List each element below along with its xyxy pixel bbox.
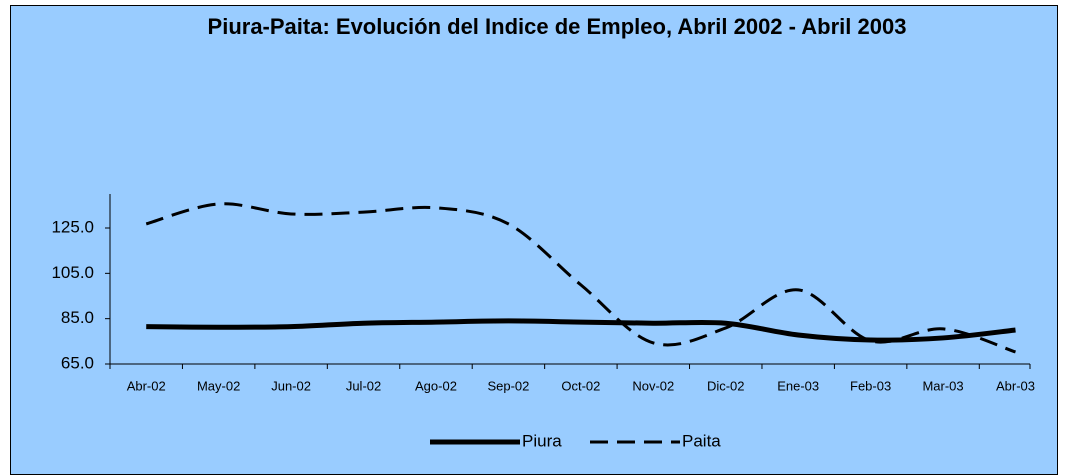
series-line (146, 318, 1016, 343)
x-tick-label: Feb-03 (850, 378, 891, 393)
x-tick-label: Abr-03 (996, 378, 1035, 393)
x-tick-label: Mar-03 (922, 378, 963, 393)
chart-area (10, 5, 1058, 475)
page: {"chart_data": {"type": "line", "title":… (10, 5, 1058, 475)
series-line (145, 202, 1016, 354)
x-tick-label: May-02 (197, 378, 240, 393)
x-tick-label: Abr-02 (127, 378, 166, 393)
x-tick-label: Oct-02 (561, 378, 600, 393)
y-tick-label: 105.0 (51, 263, 94, 282)
x-tick-label: Ago-02 (415, 378, 457, 393)
y-tick-label: 85.0 (61, 308, 94, 327)
x-tick-label: Sep-02 (487, 378, 529, 393)
x-tick-label: Ene-03 (777, 378, 819, 393)
x-tick-label: Jul-02 (346, 378, 381, 393)
chart-title: Piura-Paita: Evolución del Indice de Emp… (207, 14, 907, 39)
x-tick-label: Jun-02 (271, 378, 311, 393)
legend-label: Piura (522, 431, 562, 450)
x-tick-label: Nov-02 (632, 378, 674, 393)
y-tick-label: 65.0 (61, 353, 94, 372)
y-tick-label: 125.0 (51, 217, 94, 236)
legend-label: Paita (682, 431, 721, 450)
x-tick-label: Dic-02 (707, 378, 745, 393)
chart: 65.0 85.0 105.0 125.0 Abr-02 May-02 Jun-02 Jul-… (51, 194, 1035, 450)
